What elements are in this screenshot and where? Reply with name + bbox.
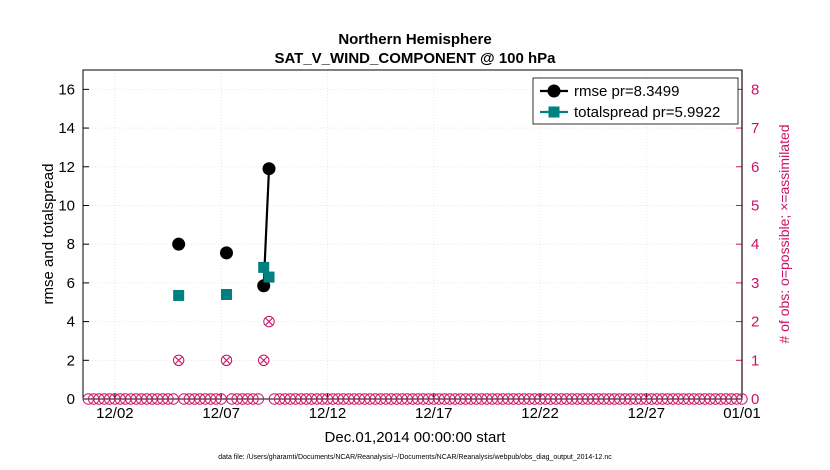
x-tick-label: 12/22 bbox=[521, 405, 559, 422]
totalspread-point bbox=[258, 261, 270, 273]
y-tick-label: 2 bbox=[67, 352, 75, 369]
totalspread-point bbox=[173, 289, 185, 301]
y-right-tick-label: 2 bbox=[751, 314, 759, 331]
y-right-tick-label: 3 bbox=[751, 275, 759, 292]
series-layer bbox=[172, 162, 276, 301]
obs-assimilated-marker bbox=[260, 356, 268, 364]
x-tick-label: 12/17 bbox=[415, 405, 453, 422]
obs-possible-marker bbox=[736, 393, 748, 405]
totalspread-point bbox=[220, 288, 232, 300]
x-tick-label: 12/07 bbox=[202, 405, 240, 422]
x-tick-label: 12/02 bbox=[96, 405, 134, 422]
obs-possible-marker bbox=[247, 393, 259, 405]
rmse-point bbox=[172, 237, 186, 251]
y-right-tick-label: 1 bbox=[751, 352, 759, 369]
y-right-tick-label: 8 bbox=[751, 81, 759, 98]
obs-possible-marker bbox=[162, 393, 174, 405]
obs-assimilated-marker bbox=[174, 356, 183, 364]
x-axis-label: Dec.01,2014 00:00:00 start bbox=[325, 429, 507, 446]
y-tick-label: 16 bbox=[58, 81, 75, 98]
y-tick-label: 8 bbox=[67, 236, 75, 253]
x-tick-label: 01/01 bbox=[723, 405, 761, 422]
y-right-tick-label: 6 bbox=[751, 159, 759, 176]
y-tick-label: 0 bbox=[67, 391, 75, 408]
legend-marker-totalspread bbox=[548, 106, 560, 118]
y-right-tick-label: 4 bbox=[751, 236, 759, 253]
rmse-point bbox=[219, 246, 233, 260]
obs-possible-marker bbox=[730, 393, 743, 405]
chart-subtitle: SAT_V_WIND_COMPONENT @ 100 hPa bbox=[274, 50, 556, 67]
y-tick-label: 10 bbox=[58, 197, 75, 214]
legend-label: rmse pr=8.3499 bbox=[574, 83, 679, 100]
obs-possible-marker bbox=[252, 393, 265, 405]
chart-title: Northern Hemisphere bbox=[338, 31, 491, 48]
obs-possible-marker bbox=[172, 354, 185, 366]
obs-count-markers bbox=[82, 315, 748, 405]
legend-label: totalspread pr=5.9922 bbox=[574, 104, 720, 121]
legend-box bbox=[532, 77, 739, 125]
obs-possible-marker bbox=[257, 354, 270, 366]
y-tick-label: 14 bbox=[58, 120, 75, 137]
x-tick-label: 12/27 bbox=[628, 405, 666, 422]
legend: rmse pr=8.3499 totalspread pr=5.9922 bbox=[532, 77, 739, 125]
y-axis-label-right: # of obs: o=possible; ×=assimilated bbox=[776, 124, 792, 343]
y-right-tick-label: 0 bbox=[751, 391, 759, 408]
y-tick-label: 4 bbox=[67, 314, 75, 331]
footnote: data file: /Users/gharamti/Documents/NCA… bbox=[218, 454, 612, 461]
y-right-tick-label: 5 bbox=[751, 197, 759, 214]
y-axis-label: rmse and totalspread bbox=[40, 164, 57, 305]
legend-marker-rmse bbox=[547, 84, 561, 98]
y-tick-label: 12 bbox=[58, 159, 75, 176]
obs-possible-marker bbox=[220, 354, 233, 366]
rmse-point bbox=[262, 162, 276, 176]
totalspread-point bbox=[263, 271, 275, 283]
y-tick-label: 6 bbox=[67, 275, 75, 292]
legend-items: rmse pr=8.3499 totalspread pr=5.9922 bbox=[540, 83, 720, 121]
obs-possible-marker bbox=[263, 315, 275, 328]
y-right-tick-label: 7 bbox=[751, 120, 759, 137]
obs-assimilated-marker bbox=[222, 356, 231, 364]
x-tick-label: 12/12 bbox=[309, 405, 347, 422]
obs-possible-marker bbox=[210, 393, 222, 405]
obs-assimilated-marker bbox=[265, 317, 273, 326]
